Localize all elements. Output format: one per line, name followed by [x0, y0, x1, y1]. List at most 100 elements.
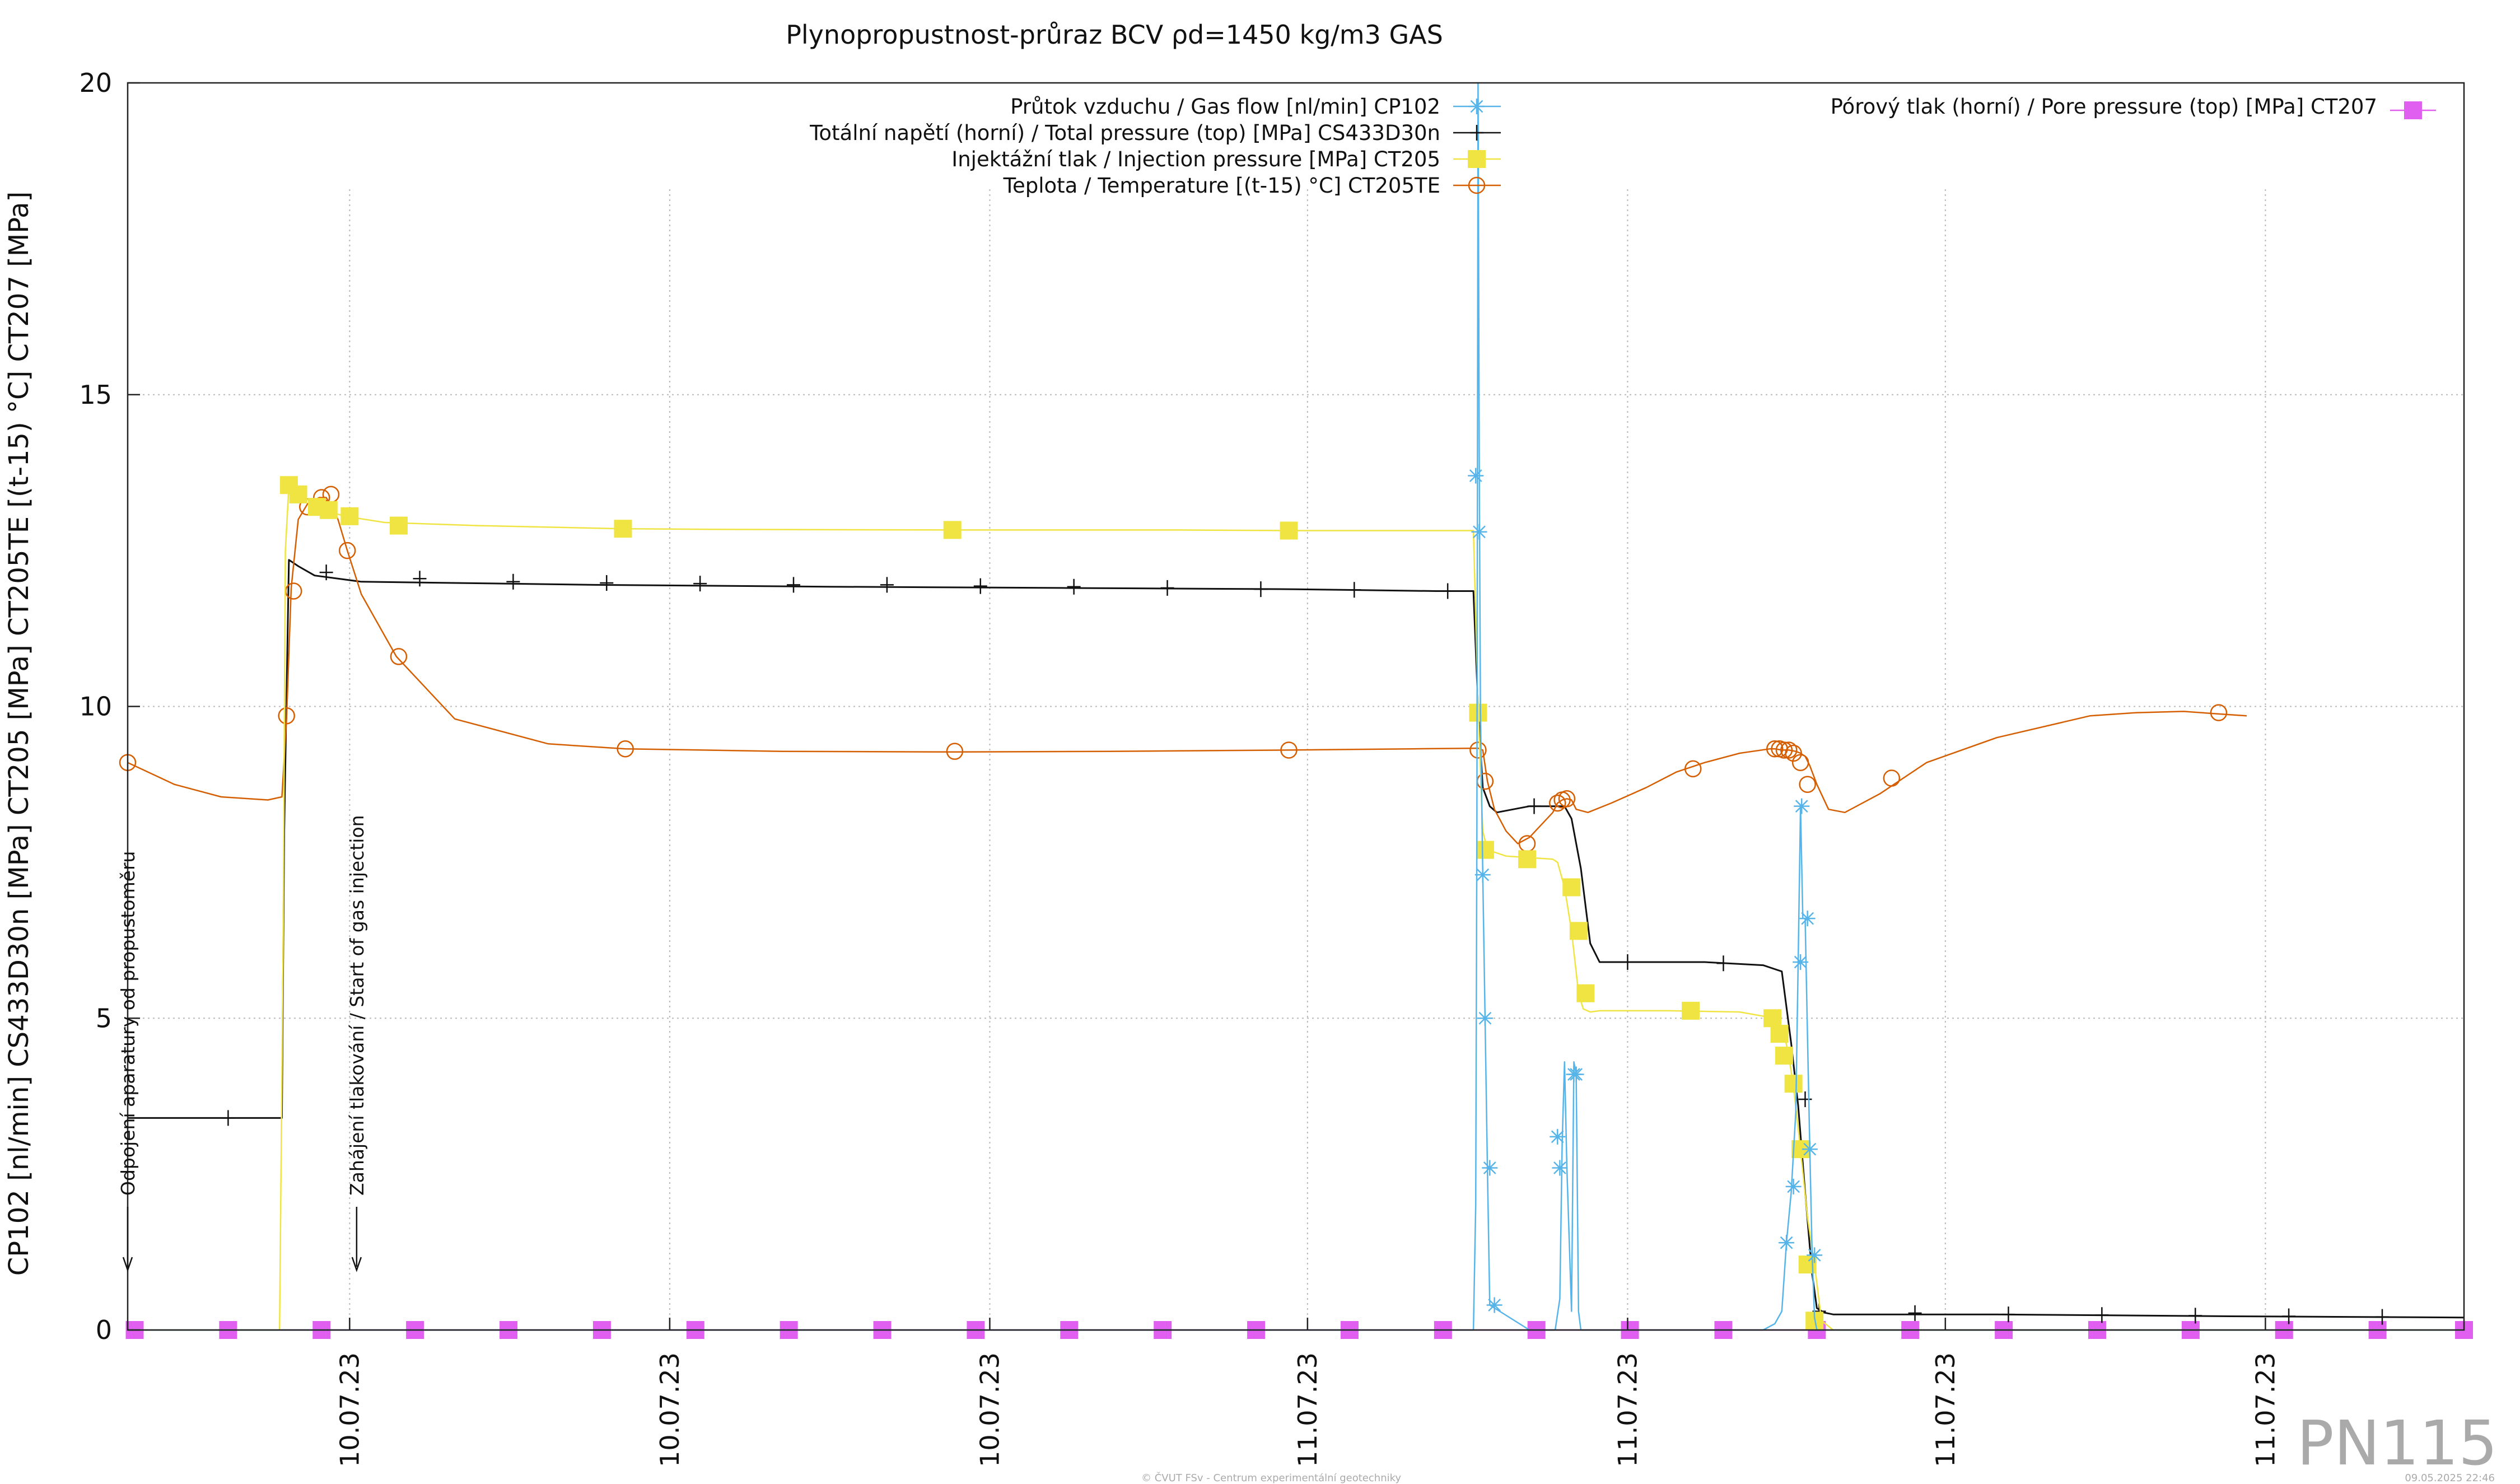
marker-star [1468, 468, 1484, 484]
marker-circle [1791, 754, 1809, 771]
marker-plus [693, 576, 707, 592]
marker-plus [1908, 1305, 1922, 1321]
marker-square [2404, 101, 2422, 119]
marker-circle [2210, 704, 2228, 721]
x-tick-label: 11.07.23 [1930, 1352, 1961, 1467]
legend: Průtok vzduchu / Gas flow [nl/min] CP102… [809, 95, 2436, 198]
x-tick-label: 11.07.23 [2250, 1352, 2280, 1467]
marker-circle [278, 707, 295, 725]
annotations: Odpojení aparatury od propustoměru Zaháje… [117, 815, 368, 1272]
marker-star [1469, 99, 1485, 114]
marker-circle [1883, 769, 1901, 787]
marker-star [1482, 1160, 1498, 1176]
marker-star [1474, 867, 1491, 883]
marker-plus [1798, 1091, 1812, 1108]
marker-square [319, 501, 338, 519]
marker-star [1477, 1010, 1493, 1026]
marker-circle [1468, 176, 1486, 194]
marker-star [1794, 798, 1810, 814]
marker-plus [506, 573, 520, 590]
series-line [127, 497, 2247, 844]
marker-square [1775, 1047, 1793, 1065]
marker-circle [1469, 741, 1487, 759]
x-tick-label: 10.07.23 [655, 1352, 685, 1467]
annotation-arrowhead [122, 1257, 133, 1272]
marker-plus [1254, 581, 1268, 598]
marker-plus [413, 571, 427, 587]
marker-circle [1476, 772, 1494, 790]
marker-star [1550, 1128, 1566, 1145]
x-tick-label: 11.07.23 [1612, 1352, 1642, 1467]
marker-plus [600, 575, 614, 591]
marker-star [1779, 1235, 1795, 1251]
footer-copyright: © ČVUT FSv - Centrum experimentální geot… [1141, 1472, 1401, 1484]
marker-circle [1799, 776, 1816, 793]
marker-square [1476, 841, 1494, 859]
series-3 [119, 486, 2247, 852]
marker-plus [1470, 125, 1483, 141]
marker-square [1469, 703, 1487, 722]
marker-circle [338, 542, 356, 559]
series-line [128, 559, 2465, 1319]
marker-plus [2001, 1306, 2015, 1323]
y-tick-label: 10 [79, 692, 112, 722]
marker-circle [1558, 790, 1576, 808]
marker-plus [319, 564, 333, 581]
marker-star [1793, 954, 1809, 970]
marker-plus [1621, 954, 1635, 970]
marker-plus [1441, 583, 1455, 599]
marker-plus [1160, 580, 1174, 596]
marker-square [289, 485, 307, 503]
y-tick-label: 5 [96, 1003, 112, 1033]
y-axis-label: CP102 [nl/min] CS433D30n [MPa] CT205 [MP… [3, 192, 35, 1276]
marker-square [614, 520, 632, 538]
annotation-text: Odpojení aparatury od propustoměru [117, 851, 139, 1196]
y-tick-label: 0 [96, 1315, 112, 1345]
annotation-arrowhead [351, 1257, 362, 1272]
x-tick-label: 10.07.23 [974, 1352, 1005, 1467]
marker-plus [2282, 1308, 2296, 1324]
marker-circle [1766, 740, 1784, 758]
series-1 [128, 559, 2465, 1325]
legend-label: Totální napětí (horní) / Total pressure … [809, 121, 1440, 145]
marker-circle [1280, 741, 1298, 759]
x-tick-label: 10.07.23 [334, 1352, 365, 1467]
marker-star [1552, 1160, 1568, 1176]
marker-square [340, 507, 359, 525]
marker-star [1486, 1297, 1502, 1313]
marker-square [1682, 1001, 1700, 1020]
legend-label: Teplota / Temperature [(t-15) °C] CT205T… [1003, 174, 1440, 198]
series-line [128, 484, 2464, 1331]
marker-circle [1780, 741, 1798, 759]
axis-ticks: 0 5 10 15 20 10.07.23 10.07.23 10.07.23 11.07.23… [79, 68, 2280, 1467]
marker-square [943, 521, 962, 539]
marker-plus [221, 1110, 235, 1126]
y-tick-label: 20 [79, 68, 112, 98]
marker-square [1576, 984, 1595, 1002]
marker-star [1799, 911, 1816, 927]
marker-square [1798, 1256, 1817, 1274]
marker-star [1785, 1178, 1802, 1194]
marker-square [1518, 850, 1537, 869]
marker-square [1763, 1009, 1782, 1028]
x-tick-label: 11.07.23 [1292, 1352, 1323, 1467]
marker-plus [880, 577, 894, 593]
marker-square [1770, 1025, 1789, 1043]
marker-plus [973, 578, 987, 594]
footer-timestamp: 09.05.2025 22:46 [2405, 1472, 2495, 1484]
marker-square [389, 516, 408, 535]
series-2 [128, 476, 2464, 1331]
annotation-text: Zahájení tlakování / Start of gas inject… [346, 815, 368, 1196]
pn-badge: PN115 [2297, 1407, 2498, 1479]
marker-plus [1347, 582, 1361, 598]
grid-lines [128, 189, 2464, 1330]
marker-plus [1527, 798, 1541, 814]
marker-plus [1067, 578, 1081, 595]
marker-square [1562, 878, 1581, 897]
marker-star [1568, 1066, 1584, 1082]
marker-circle [946, 743, 964, 760]
marker-circle [1684, 760, 1702, 778]
marker-star [1471, 524, 1487, 540]
legend-label: Pórový tlak (horní) / Pore pressure (top… [1831, 95, 2377, 119]
